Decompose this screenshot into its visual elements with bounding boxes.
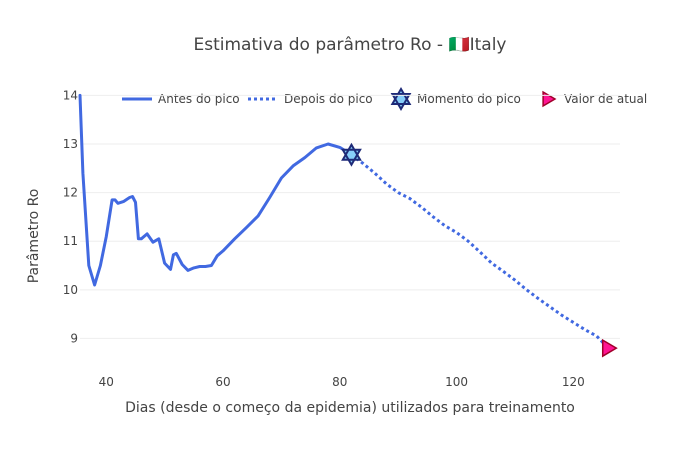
chart-title: Estimativa do parâmetro Ro - 🇮🇹Italy (194, 35, 507, 55)
peak-marker-star-icon[interactable] (341, 142, 362, 167)
legend-item[interactable]: Depois do pico (248, 92, 373, 106)
legend-item[interactable]: Valor de atual (542, 90, 647, 108)
legend-label: Valor de atual (564, 92, 647, 106)
x-tick-label: 100 (445, 375, 468, 389)
y-tick-label: 9 (70, 331, 78, 345)
x-tick-label: 120 (562, 375, 585, 389)
legend-item[interactable]: Antes do pico (122, 92, 240, 106)
series-line-before-peak (78, 93, 353, 287)
x-tick-label: 60 (215, 375, 230, 389)
y-tick-label: 12 (63, 186, 78, 200)
y-gridlines (80, 94, 620, 339)
legend-item[interactable]: Momento do pico (390, 86, 521, 112)
x-tick-labels: 40 60 80 100 120 (99, 375, 585, 389)
series-layer (78, 93, 610, 350)
series-line-after-peak (350, 153, 610, 350)
marker-layer[interactable] (341, 142, 618, 358)
y-tick-labels: 9 10 11 12 13 14 (63, 88, 78, 345)
x-tick-label: 80 (332, 375, 347, 389)
chart-legend[interactable]: Antes do pico Depois do pico Momento do pi… (122, 86, 647, 112)
legend-star-icon (390, 86, 412, 112)
y-tick-label: 10 (63, 283, 78, 297)
current-value-triangle-icon[interactable] (601, 338, 618, 358)
legend-label: Depois do pico (284, 92, 373, 106)
legend-label: Momento do pico (417, 92, 521, 106)
y-axis-title: Parâmetro Ro (26, 189, 42, 284)
legend-label: Antes do pico (158, 92, 240, 106)
x-axis-title: Dias (desde o começo da epidemia) utiliz… (125, 400, 575, 416)
y-tick-label: 11 (63, 234, 78, 248)
x-tick-label: 40 (99, 375, 114, 389)
y-tick-label: 14 (63, 88, 78, 102)
legend-triangle-icon (542, 90, 557, 108)
y-tick-label: 13 (63, 137, 78, 151)
